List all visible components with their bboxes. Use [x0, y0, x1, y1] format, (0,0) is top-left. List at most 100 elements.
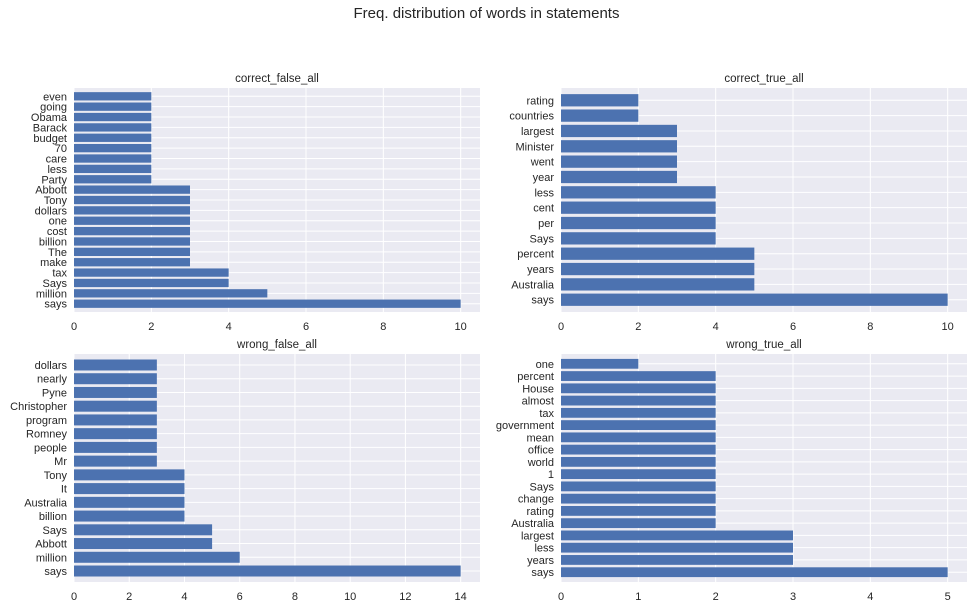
y-tick-label: 70 — [55, 143, 67, 155]
bar-billion — [74, 237, 190, 246]
y-tick-label: years — [527, 264, 554, 276]
bar-dollars — [74, 206, 190, 215]
y-tick-label: years — [527, 555, 554, 567]
bar-the — [74, 247, 190, 256]
bar-says — [74, 524, 213, 536]
figure-title: Freq. distribution of words in statement… — [353, 5, 620, 22]
y-tick-label: change — [518, 494, 554, 506]
x-tick-label: 2 — [713, 591, 719, 600]
y-tick-label: dollars — [35, 360, 68, 372]
x-tick-label: 6 — [790, 321, 796, 333]
bar-going — [74, 102, 152, 111]
bar-australia — [561, 518, 716, 529]
y-tick-label: billion — [39, 236, 67, 248]
y-tick-label: Obama — [31, 112, 68, 124]
y-tick-label: Mr — [54, 456, 67, 468]
y-tick-label: Minister — [515, 141, 554, 153]
bar-romney — [74, 428, 157, 440]
bar-says — [74, 278, 229, 288]
y-tick-label: world — [527, 457, 554, 469]
bar-even — [74, 92, 152, 101]
x-tick-label: 1 — [635, 591, 641, 600]
y-tick-label: tax — [539, 408, 554, 420]
y-tick-label: Romney — [26, 429, 67, 441]
x-tick-label: 2 — [148, 321, 154, 333]
bar-government — [561, 420, 716, 430]
y-tick-label: almost — [522, 396, 554, 408]
bar-nearly — [74, 373, 157, 385]
y-tick-label: percent — [517, 249, 554, 261]
bar-it — [74, 483, 185, 495]
y-tick-label: rating — [526, 506, 554, 518]
y-tick-label: says — [44, 566, 67, 578]
x-tick-label: 6 — [237, 591, 243, 600]
bar-1 — [561, 469, 716, 480]
panel-title: correct_true_all — [724, 73, 803, 85]
x-tick-label: 10 — [942, 321, 954, 333]
y-tick-label: It — [61, 484, 67, 496]
y-tick-label: less — [534, 187, 554, 199]
y-tick-label: people — [34, 442, 67, 454]
y-tick-label: Tony — [44, 470, 68, 482]
y-tick-label: Christopher — [10, 401, 67, 413]
bar-tax — [74, 268, 229, 277]
bar-per — [561, 216, 716, 230]
y-tick-label: Barack — [33, 122, 68, 134]
bar-care — [74, 154, 152, 163]
bar-countries — [561, 109, 639, 122]
y-tick-label: year — [533, 172, 555, 184]
x-tick-label: 6 — [303, 321, 309, 333]
bar-abbott — [74, 185, 190, 194]
y-tick-label: went — [530, 157, 554, 169]
x-tick-label: 8 — [867, 321, 873, 333]
panel-title: wrong_false_all — [236, 339, 317, 351]
bar-world — [561, 456, 716, 467]
y-tick-label: House — [522, 383, 554, 395]
bar-people — [74, 441, 157, 453]
bar-year — [561, 170, 677, 184]
y-tick-label: Tony — [44, 195, 68, 207]
panel-title: wrong_true_all — [725, 339, 801, 351]
bar-million — [74, 551, 240, 563]
bar-australia — [74, 496, 185, 508]
bar-says — [561, 567, 948, 578]
x-tick-label: 0 — [558, 591, 564, 600]
bar-percent — [561, 371, 716, 381]
bar-one — [74, 216, 190, 225]
bar-says — [561, 232, 716, 245]
y-tick-label: Pyne — [42, 387, 67, 399]
bar-program — [74, 414, 157, 426]
y-tick-label: make — [40, 257, 67, 269]
y-tick-label: says — [531, 295, 554, 307]
y-tick-label: even — [43, 91, 67, 103]
bar-less — [74, 164, 152, 174]
x-tick-label: 3 — [790, 591, 796, 600]
bar-says — [561, 293, 948, 306]
y-tick-label: says — [44, 299, 67, 311]
y-tick-label: government — [496, 420, 554, 432]
y-tick-label: care — [46, 154, 67, 166]
y-tick-label: million — [36, 288, 67, 300]
y-tick-label: Abbott — [35, 539, 67, 551]
bar-largest — [561, 530, 793, 541]
panel-correct-true-all: correct_true_all 0 2 4 6 8 10 says Australia year… — [509, 73, 967, 333]
x-tick-label: 10 — [344, 591, 356, 600]
x-tick-label: 4 — [226, 321, 232, 333]
panel-correct-false-all: correct_false_all 0 2 4 6 8 10 saysmillionSayst… — [31, 73, 480, 333]
x-tick-label: 5 — [945, 591, 951, 600]
panel-title: correct_false_all — [235, 73, 319, 85]
y-tick-label: Australia — [511, 279, 555, 291]
bar-cost — [74, 226, 190, 236]
bar-says — [561, 481, 716, 492]
y-tick-label: less — [47, 164, 67, 176]
bar-went — [561, 155, 677, 168]
x-tick-label: 4 — [713, 321, 719, 333]
bar-less — [561, 186, 716, 199]
bar-less — [561, 542, 793, 553]
x-tick-label: 0 — [71, 321, 77, 333]
bar-mean — [561, 432, 716, 443]
bar-party — [74, 175, 152, 184]
y-tick-label: office — [528, 445, 554, 457]
y-tick-label: cost — [47, 226, 67, 238]
y-tick-label: budget — [33, 133, 67, 145]
